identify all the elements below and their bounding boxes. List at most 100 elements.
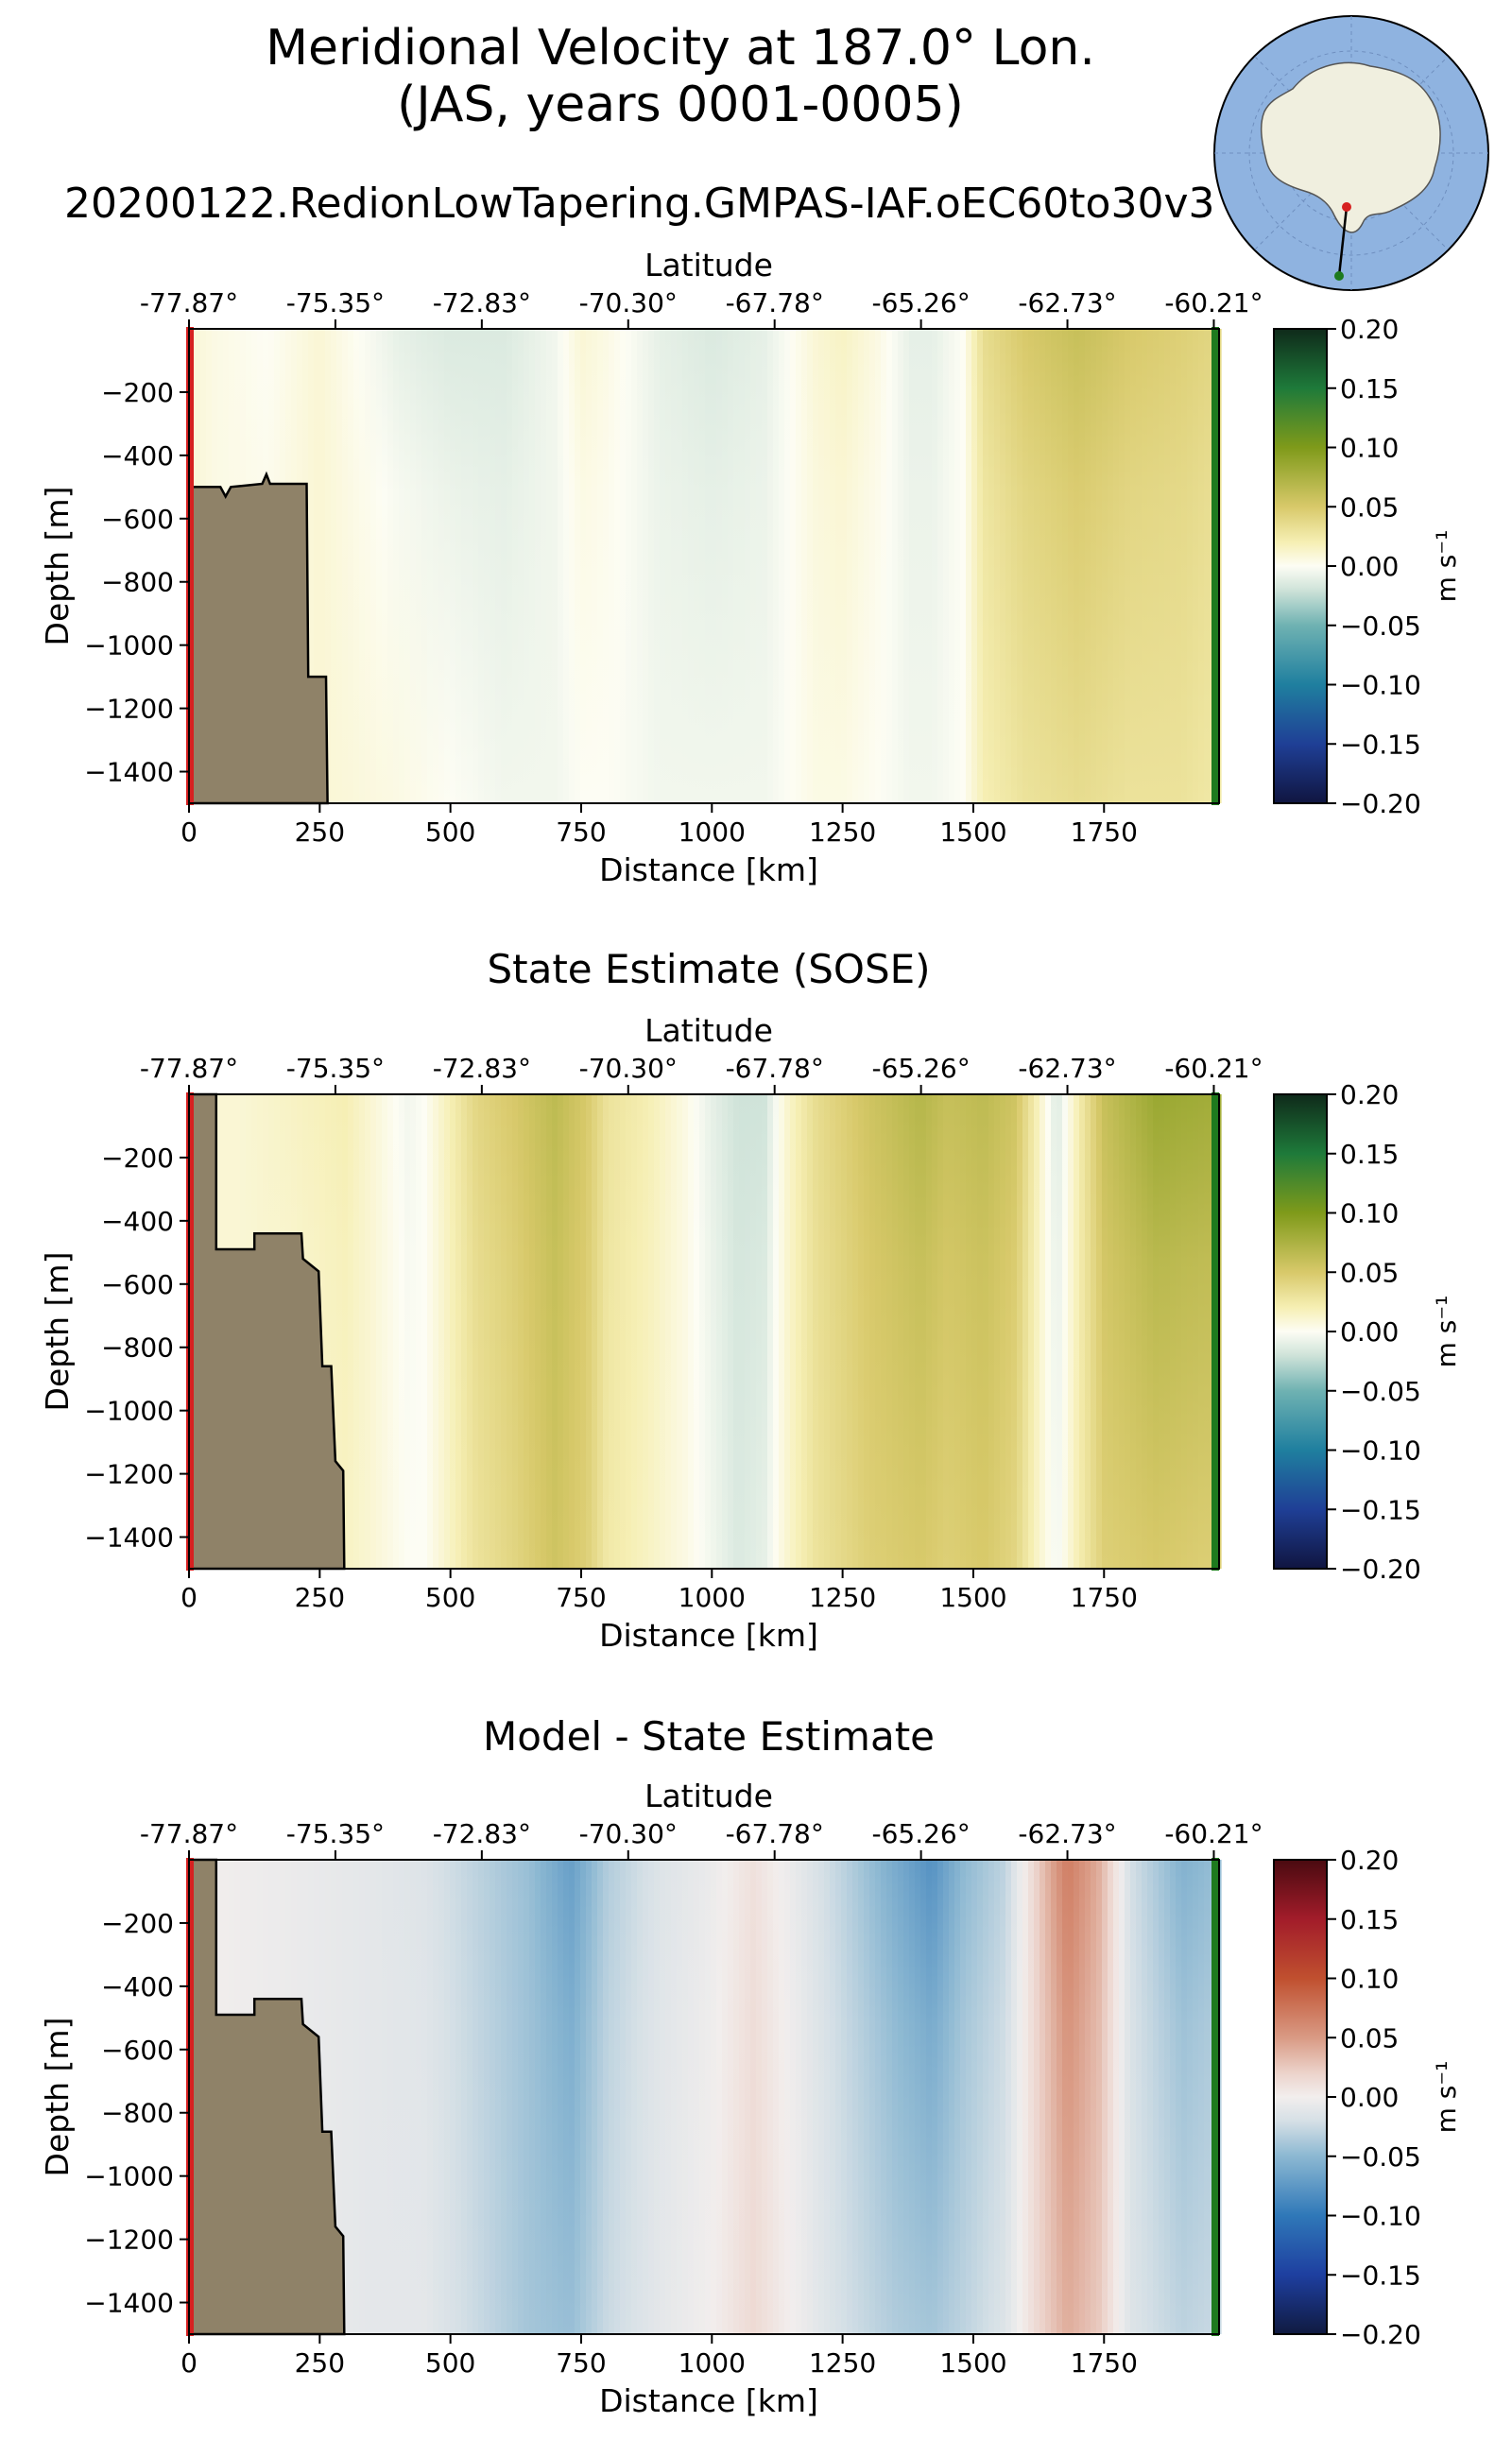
heatmap-column xyxy=(648,1860,655,2334)
heatmap-column xyxy=(450,1860,456,2334)
heatmap-column xyxy=(739,329,746,803)
heatmap-column xyxy=(353,1860,360,2334)
heatmap-column xyxy=(637,329,644,803)
heatmap-column xyxy=(847,1094,853,1569)
heatmap-column xyxy=(801,329,808,803)
heatmap-column xyxy=(1153,329,1160,803)
heatmap-column xyxy=(336,1094,343,1569)
heatmap-column xyxy=(404,1094,411,1569)
heatmap-column xyxy=(756,329,763,803)
top-tick-label: -70.30° xyxy=(579,1818,678,1849)
x-tick-label: 1000 xyxy=(679,816,746,848)
heatmap-column xyxy=(926,1860,933,2334)
heatmap-column xyxy=(438,329,445,803)
heatmap-column xyxy=(881,329,887,803)
heatmap-column xyxy=(643,1094,649,1569)
heatmap-column xyxy=(319,329,326,803)
heatmap-column xyxy=(960,329,967,803)
heatmap-column xyxy=(1119,329,1125,803)
heatmap-column xyxy=(1125,1860,1131,2334)
heatmap-column xyxy=(767,329,774,803)
heatmap-column xyxy=(592,1860,598,2334)
heatmap-column xyxy=(1096,329,1103,803)
heatmap-column xyxy=(699,329,706,803)
colorbar xyxy=(1273,328,1328,804)
heatmap-column xyxy=(478,1860,485,2334)
heatmap-column xyxy=(1176,1094,1182,1569)
heatmap-column xyxy=(716,1860,723,2334)
heatmap-column xyxy=(1096,1094,1103,1569)
heatmap-column xyxy=(1017,329,1023,803)
heatmap-column xyxy=(960,1860,967,2334)
heatmap-column xyxy=(665,1094,672,1569)
top-tick-label: -72.83° xyxy=(433,1053,531,1084)
heatmap-column xyxy=(410,1860,417,2334)
x-axis-label: Distance [km] xyxy=(599,851,818,888)
heatmap-column xyxy=(1170,329,1177,803)
heatmap-column xyxy=(433,1860,439,2334)
heatmap-column xyxy=(495,329,502,803)
heatmap-column xyxy=(603,1094,610,1569)
figure-subtitle: 20200122.RedionLowTapering.GMPAS-IAF.oEC… xyxy=(64,180,1215,228)
colorbar-tick-label: −0.05 xyxy=(1340,610,1421,642)
heatmap-column xyxy=(1193,1860,1199,2334)
heatmap-column xyxy=(739,1860,746,2334)
colorbar-tick-label: −0.15 xyxy=(1340,1494,1421,1525)
heatmap-column xyxy=(552,1094,558,1569)
heatmap-column xyxy=(376,1094,383,1569)
heatmap-column xyxy=(660,1094,666,1569)
heatmap-column xyxy=(915,329,921,803)
top-tick-label: -75.35° xyxy=(286,287,385,318)
heatmap-column xyxy=(319,1860,326,2334)
y-tick-label: −200 xyxy=(101,377,174,408)
y-tick-label: −600 xyxy=(101,504,174,535)
y-tick-label: −1000 xyxy=(84,2161,174,2192)
heatmap-column xyxy=(1074,329,1080,803)
y-tick-label: −800 xyxy=(101,567,174,598)
heatmap-column xyxy=(586,329,593,803)
heatmap-column xyxy=(858,1860,865,2334)
heatmap-column xyxy=(467,1860,473,2334)
heatmap-column xyxy=(353,329,360,803)
heatmap-column xyxy=(631,329,638,803)
top-tick-label: -77.87° xyxy=(140,287,238,318)
heatmap-column xyxy=(484,329,490,803)
antarctica-landmass xyxy=(1260,61,1441,233)
heatmap-column xyxy=(1108,329,1114,803)
heatmap-column xyxy=(1045,329,1052,803)
heatmap-column xyxy=(688,1860,695,2334)
heatmap-column xyxy=(988,329,995,803)
heatmap-column xyxy=(399,1860,405,2334)
heatmap-column xyxy=(603,1860,610,2334)
heatmap-column xyxy=(898,1094,904,1569)
y-tick-label: −600 xyxy=(101,2035,174,2066)
heatmap-column xyxy=(592,329,598,803)
heatmap-column xyxy=(461,1094,468,1569)
axes-frame xyxy=(188,1093,1220,1570)
heatmap-column xyxy=(331,1094,337,1569)
heatmap-column xyxy=(575,1860,581,2334)
heatmap-column xyxy=(852,1860,859,2334)
heatmap-column xyxy=(626,1094,632,1569)
heatmap-column xyxy=(864,1094,870,1569)
colorbar-tick-label: −0.20 xyxy=(1340,1554,1421,1585)
heatmap-column xyxy=(1136,1860,1143,2334)
heatmap-column xyxy=(387,329,394,803)
heatmap-column xyxy=(1017,1094,1023,1569)
heatmap-column xyxy=(660,1860,666,2334)
colorbar-tick-label: −0.10 xyxy=(1340,1435,1421,1467)
heatmap-column xyxy=(728,1094,734,1569)
heatmap-column xyxy=(1034,1860,1040,2334)
top-tick-label: -75.35° xyxy=(286,1053,385,1084)
heatmap-column xyxy=(1176,329,1182,803)
heatmap-column xyxy=(677,1860,683,2334)
heatmap-column xyxy=(535,329,541,803)
heatmap-column xyxy=(1057,1094,1063,1569)
heatmap-column xyxy=(455,1094,462,1569)
heatmap-column xyxy=(813,1094,819,1569)
location-globe-inset xyxy=(1213,15,1489,291)
heatmap-column xyxy=(1034,329,1040,803)
top-axis-label: Latitude xyxy=(644,1012,773,1049)
heatmap-column xyxy=(450,329,456,803)
top-tick-label: -60.21° xyxy=(1164,287,1263,318)
